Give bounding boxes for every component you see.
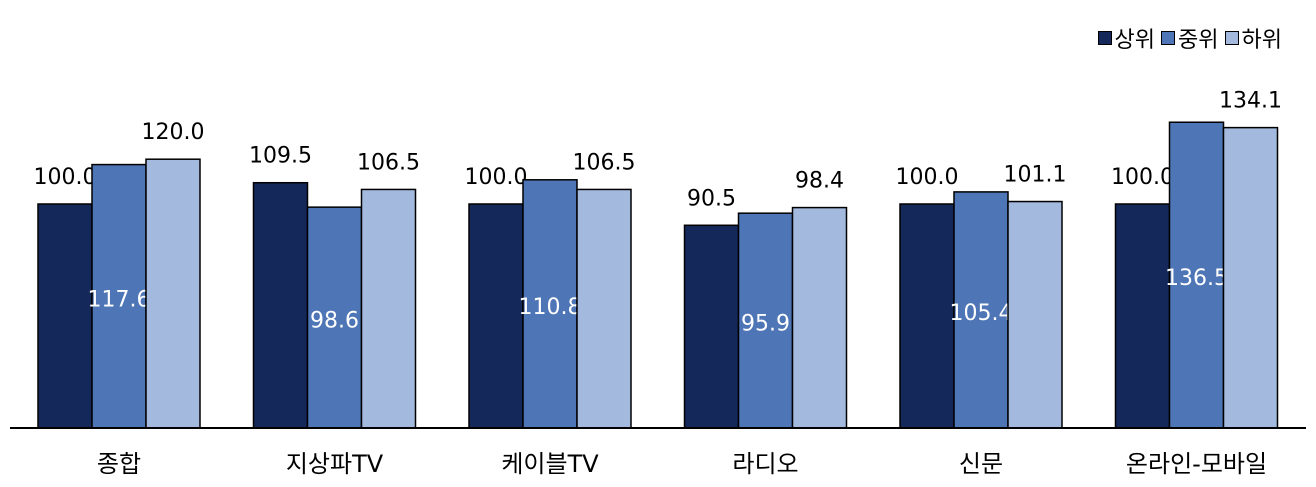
value-label-5-0: 100.0: [1111, 165, 1174, 190]
bar-middle-1: [306, 206, 363, 429]
legend: 상위 중위 하위: [1097, 22, 1282, 54]
bar-bottom-2: [576, 188, 632, 429]
legend-label-bottom: 하위: [1241, 28, 1282, 53]
value-label-2-0: 100.0: [465, 165, 528, 190]
bar-top-3: [683, 224, 740, 429]
category-label-4: 신문: [959, 450, 1003, 478]
bar-middle-2: [522, 179, 578, 429]
legend-label-top: 상위: [1114, 28, 1156, 53]
value-label-2-1: 110.8: [519, 295, 582, 320]
category-label-1: 지상파TV: [286, 450, 384, 478]
bar-bottom-4: [1007, 200, 1063, 429]
value-label-4-0: 100.0: [896, 165, 959, 190]
bar-middle-5: [1168, 121, 1225, 429]
value-label-4-2: 101.1: [1004, 163, 1067, 188]
bar-top-5: [1114, 203, 1171, 429]
bar-bottom-1: [360, 188, 417, 429]
bar-top-4: [899, 203, 955, 429]
value-label-5-1: 136.5: [1165, 266, 1228, 291]
value-label-3-0: 90.5: [687, 186, 736, 211]
legend-swatch-bottom: [1224, 31, 1239, 45]
bar-bottom-3: [791, 206, 848, 429]
legend-swatch-top: [1097, 31, 1112, 45]
value-label-3-2: 98.4: [795, 169, 844, 194]
legend-item-middle: 중위: [1161, 22, 1219, 54]
legend-item-bottom: 하위: [1224, 22, 1282, 54]
legend-swatch-middle: [1161, 31, 1176, 45]
bar-middle-3: [737, 212, 794, 429]
bar-top-1: [252, 181, 309, 429]
value-label-4-1: 105.4: [950, 301, 1013, 326]
bar-bottom-5: [1222, 126, 1279, 429]
bar-top-0: [37, 203, 93, 429]
value-label-5-2: 134.1: [1219, 89, 1282, 114]
value-label-1-1: 98.6: [310, 309, 359, 334]
value-label-1-0: 109.5: [249, 144, 312, 169]
value-label-0-2: 120.0: [142, 120, 205, 145]
value-label-2-2: 106.5: [573, 150, 636, 175]
category-label-0: 종합: [97, 450, 141, 478]
value-label-0-1: 117.6: [88, 287, 151, 312]
value-label-1-2: 106.5: [357, 150, 420, 175]
value-label-3-1: 95.9: [741, 312, 790, 337]
legend-label-middle: 중위: [1178, 28, 1219, 53]
value-label-0-0: 100.0: [34, 165, 97, 190]
category-label-3: 라디오: [732, 450, 798, 478]
bar-bottom-0: [145, 158, 201, 429]
category-label-5: 온라인-모바일: [1126, 450, 1267, 478]
category-label-2: 케이블TV: [501, 450, 599, 478]
legend-item-top: 상위: [1097, 22, 1156, 54]
bar-top-2: [468, 203, 524, 429]
